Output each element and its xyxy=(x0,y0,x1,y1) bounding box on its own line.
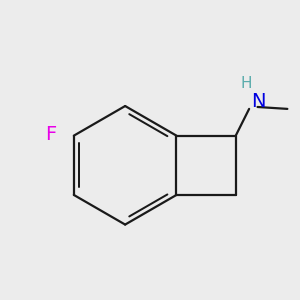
Text: N: N xyxy=(251,92,266,111)
Text: F: F xyxy=(45,125,57,144)
Text: H: H xyxy=(240,76,252,91)
